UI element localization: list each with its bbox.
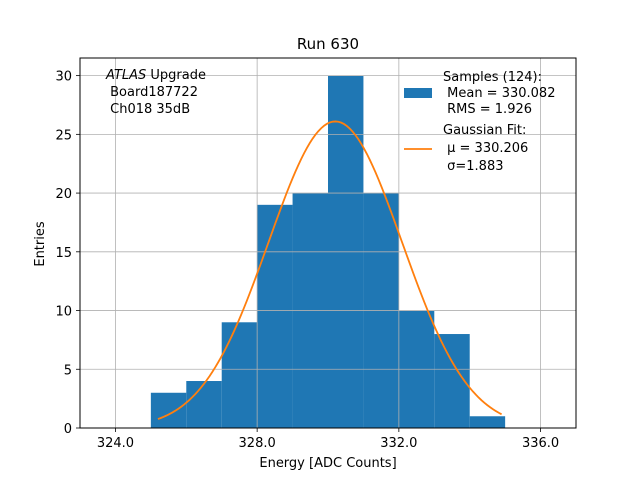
- annotation-atlas: ATLAS: [105, 68, 146, 83]
- annotation-box: ATLAS Upgrade Board187722 Ch018 35dB: [105, 68, 206, 117]
- annotation-title: ATLAS Upgrade: [105, 68, 206, 83]
- legend-samples-swatch: [404, 88, 432, 98]
- chart-title: Run 630: [297, 35, 359, 53]
- y-tick-label: 10: [55, 305, 72, 320]
- fit-curve-group: [157, 120, 503, 420]
- histogram-bar: [257, 204, 293, 428]
- histogram-bar: [150, 392, 187, 428]
- y-tick-label: 25: [55, 128, 72, 143]
- histogram-bar: [221, 322, 258, 428]
- gaussian-fit-curve: [157, 120, 503, 420]
- legend-samples-mean: Mean = 330.082: [443, 86, 555, 101]
- x-tick-label: 324.0: [97, 436, 134, 451]
- grid: [80, 58, 576, 429]
- x-tick-label: 328.0: [239, 436, 276, 451]
- y-tick-label: 15: [55, 246, 72, 261]
- legend: Samples (124): Mean = 330.082 RMS = 1.92…: [404, 70, 555, 174]
- axis-ticks: 324.0 328.0 332.0 336.0 0 5 10 15 20 25 30: [55, 70, 559, 451]
- legend-fit-sigma: σ=1.883: [443, 159, 503, 174]
- legend-fit-mu: μ = 330.206: [443, 141, 528, 156]
- annotation-channel: Ch018 35dB: [106, 102, 190, 117]
- y-tick-label: 20: [55, 187, 72, 202]
- histogram-bar: [186, 381, 222, 428]
- y-tick-label: 30: [55, 70, 72, 85]
- histogram-bar: [469, 416, 506, 428]
- x-tick-label: 332.0: [380, 436, 417, 451]
- y-tick-label: 0: [64, 422, 72, 437]
- legend-samples-header: Samples (124):: [443, 70, 542, 85]
- x-tick-label: 336.0: [522, 436, 559, 451]
- y-tick-label: 5: [64, 363, 72, 378]
- legend-samples-rms: RMS = 1.926: [443, 102, 532, 117]
- annotation-board: Board187722: [106, 85, 198, 100]
- legend-fit-header: Gaussian Fit:: [443, 123, 526, 138]
- plot-frame: [79, 57, 577, 429]
- x-axis-label: Energy [ADC Counts]: [259, 456, 396, 471]
- y-axis-label: Entries: [33, 221, 48, 267]
- annotation-upgrade: Upgrade: [146, 68, 206, 83]
